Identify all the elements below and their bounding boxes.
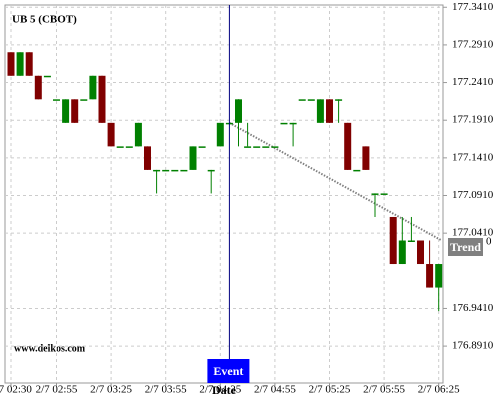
candle-body — [235, 99, 242, 123]
x-tick-label: 2/7 02:30 — [0, 384, 32, 396]
y-tick-label: 177.1910 — [452, 114, 494, 126]
candle-body — [171, 169, 179, 172]
y-tick-label: 176.8910 — [452, 340, 494, 352]
y-tick-label: 176.9410 — [452, 302, 494, 314]
candle-body — [25, 52, 33, 76]
candle-body — [371, 193, 379, 195]
candle-body — [62, 99, 70, 123]
chart-title: UB 5 (CBOT) — [12, 14, 77, 26]
candle-body — [380, 193, 388, 195]
x-tick-label: 2/7 03:55 — [145, 384, 187, 396]
event-label: Event — [213, 364, 243, 378]
candle-body — [162, 169, 170, 172]
y-tick-label: 177.1410 — [452, 151, 494, 163]
candle-body — [180, 169, 188, 172]
x-tick-label: 2/7 05:55 — [363, 384, 405, 396]
trend-label: Trend — [450, 240, 481, 254]
candle-body — [125, 146, 133, 148]
candle-body — [71, 99, 79, 123]
y-tick-label: 177.0410 — [452, 227, 494, 239]
x-tick-label: 2/7 06:25 — [418, 384, 460, 396]
candle-body — [435, 264, 443, 288]
candle-body — [80, 99, 88, 101]
candle-body — [207, 169, 215, 172]
candle-body — [298, 99, 306, 101]
candle-body — [289, 122, 297, 125]
candle-body — [98, 75, 106, 123]
candle-body — [407, 240, 415, 242]
candle-body — [16, 52, 24, 76]
x-tick-label: 2/7 03:25 — [90, 384, 132, 396]
x-tick-label: 2/7 04:25 — [199, 384, 241, 396]
candle-body — [271, 146, 279, 148]
candle-body — [34, 75, 42, 100]
candle-body — [107, 122, 115, 147]
candle-body — [316, 99, 324, 123]
y-tick-label: 177.2910 — [452, 38, 494, 50]
candle-body — [262, 146, 270, 148]
candle-body — [153, 169, 161, 172]
candle-body — [189, 146, 197, 170]
trend-line — [228, 121, 443, 242]
trend-value-label: 0 — [486, 236, 492, 248]
candle-body — [53, 99, 60, 101]
candle-body — [116, 146, 124, 148]
candle-body — [7, 52, 15, 76]
candle-body — [417, 240, 424, 265]
trend-box — [448, 238, 483, 256]
candle-body — [216, 122, 224, 147]
candle-body — [426, 264, 434, 288]
candle-body — [89, 75, 97, 100]
candle-body — [244, 146, 252, 148]
candle-body — [198, 146, 206, 148]
event-box — [207, 359, 250, 383]
watermark: www.delkos.com — [14, 343, 86, 354]
candle-body — [144, 146, 151, 170]
candle-body — [389, 216, 397, 265]
candle-body — [353, 169, 361, 172]
candle-body — [43, 75, 51, 78]
candle-body — [326, 99, 333, 123]
candle-body — [362, 146, 370, 170]
candle-body — [335, 99, 343, 101]
candle-body — [280, 122, 288, 125]
y-tick-label: 177.0910 — [452, 189, 494, 201]
y-tick-label: 177.2410 — [452, 76, 494, 88]
x-tick-label: 2/7 05:25 — [309, 384, 351, 396]
x-tick-label: 2/7 02:55 — [36, 384, 78, 396]
x-tick-label: 2/7 04:55 — [254, 384, 296, 396]
candle-body — [398, 240, 406, 265]
x-axis-label: Date — [212, 383, 237, 397]
candle-body — [253, 146, 261, 148]
candle-body — [134, 122, 142, 147]
candle-body — [307, 99, 315, 101]
y-tick-label: 177.3410 — [452, 1, 494, 13]
candle-body — [344, 122, 352, 170]
